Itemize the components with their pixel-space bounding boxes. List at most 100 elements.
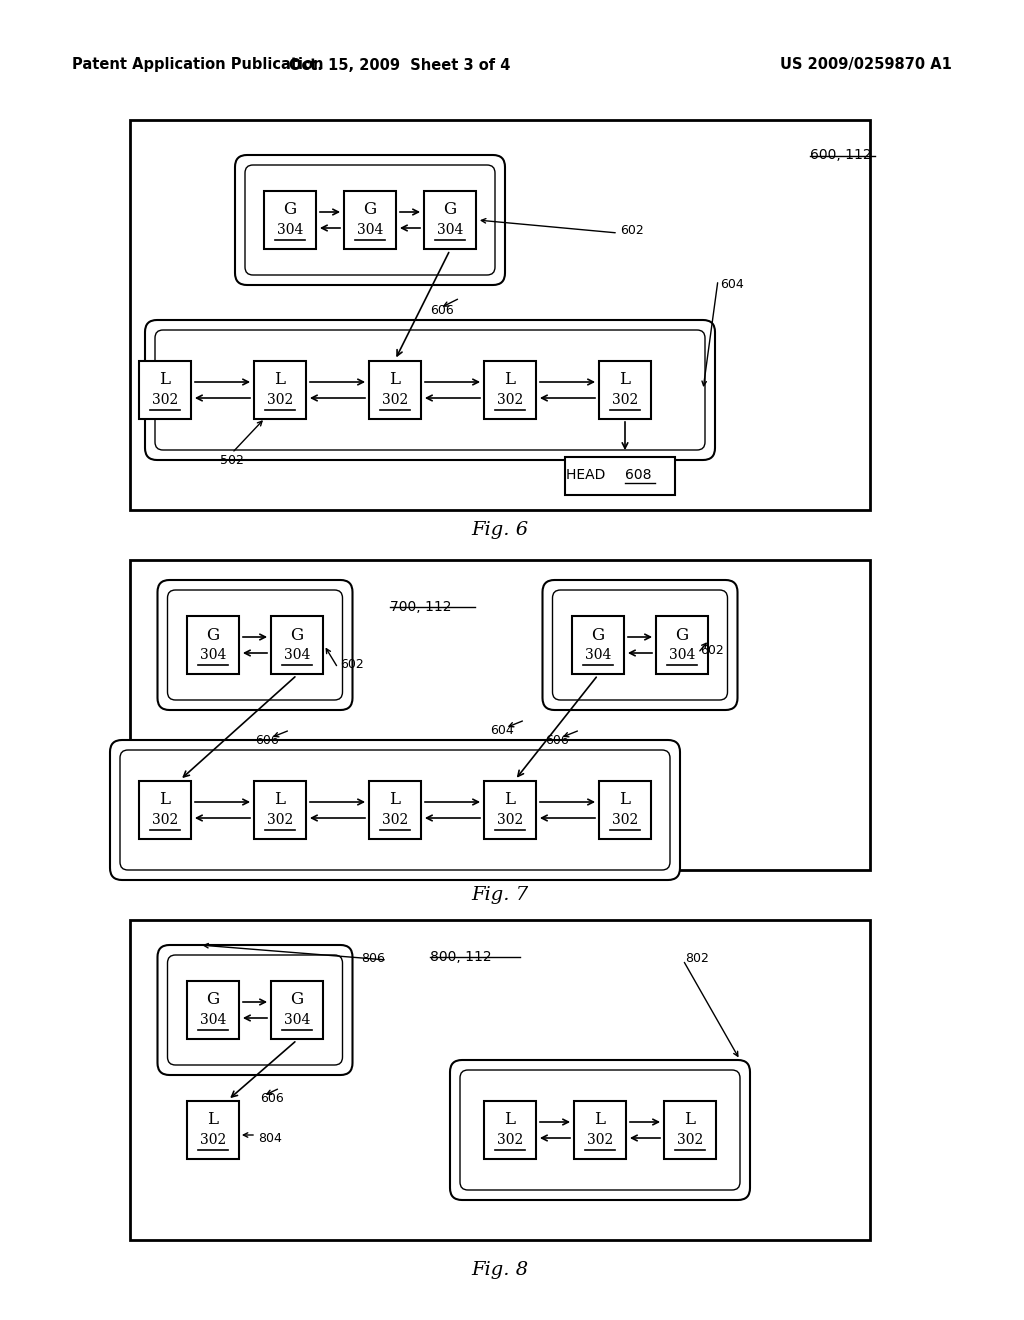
Text: L: L (208, 1111, 218, 1129)
Text: G: G (364, 202, 377, 219)
Bar (271, 981, 323, 1039)
Bar (187, 981, 239, 1039)
Text: 604: 604 (490, 723, 514, 737)
Text: 302: 302 (587, 1133, 613, 1147)
Text: 304: 304 (669, 648, 695, 663)
FancyBboxPatch shape (110, 741, 680, 880)
FancyBboxPatch shape (234, 154, 505, 285)
Text: 602: 602 (340, 659, 364, 672)
FancyBboxPatch shape (553, 590, 727, 700)
Text: 606: 606 (430, 304, 454, 317)
Text: G: G (443, 202, 457, 219)
Text: 800, 112: 800, 112 (430, 950, 492, 964)
FancyBboxPatch shape (158, 579, 352, 710)
FancyBboxPatch shape (155, 330, 705, 450)
Bar (254, 360, 306, 418)
Bar (271, 616, 323, 675)
Text: 608: 608 (625, 469, 651, 482)
Bar (369, 781, 421, 840)
Bar (187, 1101, 239, 1159)
Text: 606: 606 (260, 1092, 284, 1105)
Text: 302: 302 (382, 393, 409, 407)
Bar (130, 120, 870, 510)
Bar (484, 781, 536, 840)
Text: 304: 304 (200, 1012, 226, 1027)
Text: 602: 602 (620, 223, 644, 236)
FancyBboxPatch shape (120, 750, 670, 870)
Text: 304: 304 (284, 648, 310, 663)
Text: 302: 302 (497, 813, 523, 828)
Text: 806: 806 (361, 952, 385, 965)
Bar (599, 360, 651, 418)
Bar (424, 191, 476, 249)
Bar (130, 920, 870, 1239)
Text: G: G (592, 627, 604, 644)
Text: 304: 304 (284, 1012, 310, 1027)
Bar (599, 781, 651, 840)
Text: 304: 304 (585, 648, 611, 663)
Text: G: G (291, 991, 303, 1008)
Text: 302: 302 (612, 813, 638, 828)
Text: L: L (274, 792, 286, 808)
Text: L: L (684, 1111, 695, 1129)
Text: 802: 802 (685, 952, 709, 965)
Text: G: G (207, 627, 219, 644)
Text: G: G (291, 627, 303, 644)
Text: 302: 302 (382, 813, 409, 828)
Text: G: G (676, 627, 688, 644)
Text: 302: 302 (200, 1133, 226, 1147)
FancyBboxPatch shape (245, 165, 495, 275)
Bar (187, 616, 239, 675)
Bar (484, 1101, 536, 1159)
Text: 302: 302 (267, 393, 293, 407)
Text: 302: 302 (267, 813, 293, 828)
Text: L: L (389, 371, 400, 388)
Bar (656, 616, 708, 675)
Text: L: L (160, 371, 171, 388)
Text: 600, 112: 600, 112 (810, 148, 871, 162)
Text: 304: 304 (356, 223, 383, 238)
Bar (664, 1101, 716, 1159)
Bar (484, 360, 536, 418)
Text: 304: 304 (276, 223, 303, 238)
FancyBboxPatch shape (168, 590, 342, 700)
FancyBboxPatch shape (168, 954, 342, 1065)
FancyBboxPatch shape (145, 319, 715, 459)
Text: L: L (620, 792, 631, 808)
Bar (565, 457, 675, 495)
Text: Fig. 8: Fig. 8 (471, 1261, 528, 1279)
Bar (369, 360, 421, 418)
Text: L: L (505, 792, 515, 808)
Text: G: G (207, 991, 219, 1008)
Text: Fig. 6: Fig. 6 (471, 521, 528, 539)
Text: 304: 304 (200, 648, 226, 663)
Text: G: G (284, 202, 297, 219)
Text: 302: 302 (152, 813, 178, 828)
Text: US 2009/0259870 A1: US 2009/0259870 A1 (780, 58, 952, 73)
Text: L: L (620, 371, 631, 388)
Text: L: L (505, 1111, 515, 1129)
Text: 700, 112: 700, 112 (390, 601, 452, 614)
Text: 606: 606 (255, 734, 279, 747)
Text: L: L (274, 371, 286, 388)
Text: 604: 604 (720, 279, 743, 292)
Bar (254, 781, 306, 840)
Bar (344, 191, 396, 249)
Text: Patent Application Publication: Patent Application Publication (72, 58, 324, 73)
Bar (139, 781, 191, 840)
Bar (572, 616, 624, 675)
Text: 302: 302 (677, 1133, 703, 1147)
Text: 304: 304 (437, 223, 463, 238)
Text: 302: 302 (152, 393, 178, 407)
Text: Fig. 7: Fig. 7 (471, 886, 528, 904)
Text: 302: 302 (497, 1133, 523, 1147)
Text: L: L (505, 371, 515, 388)
Text: 502: 502 (220, 454, 244, 466)
Text: L: L (389, 792, 400, 808)
Bar (574, 1101, 626, 1159)
Text: 606: 606 (545, 734, 568, 747)
Bar (139, 360, 191, 418)
Text: 302: 302 (497, 393, 523, 407)
Text: 602: 602 (700, 644, 724, 656)
FancyBboxPatch shape (158, 945, 352, 1074)
